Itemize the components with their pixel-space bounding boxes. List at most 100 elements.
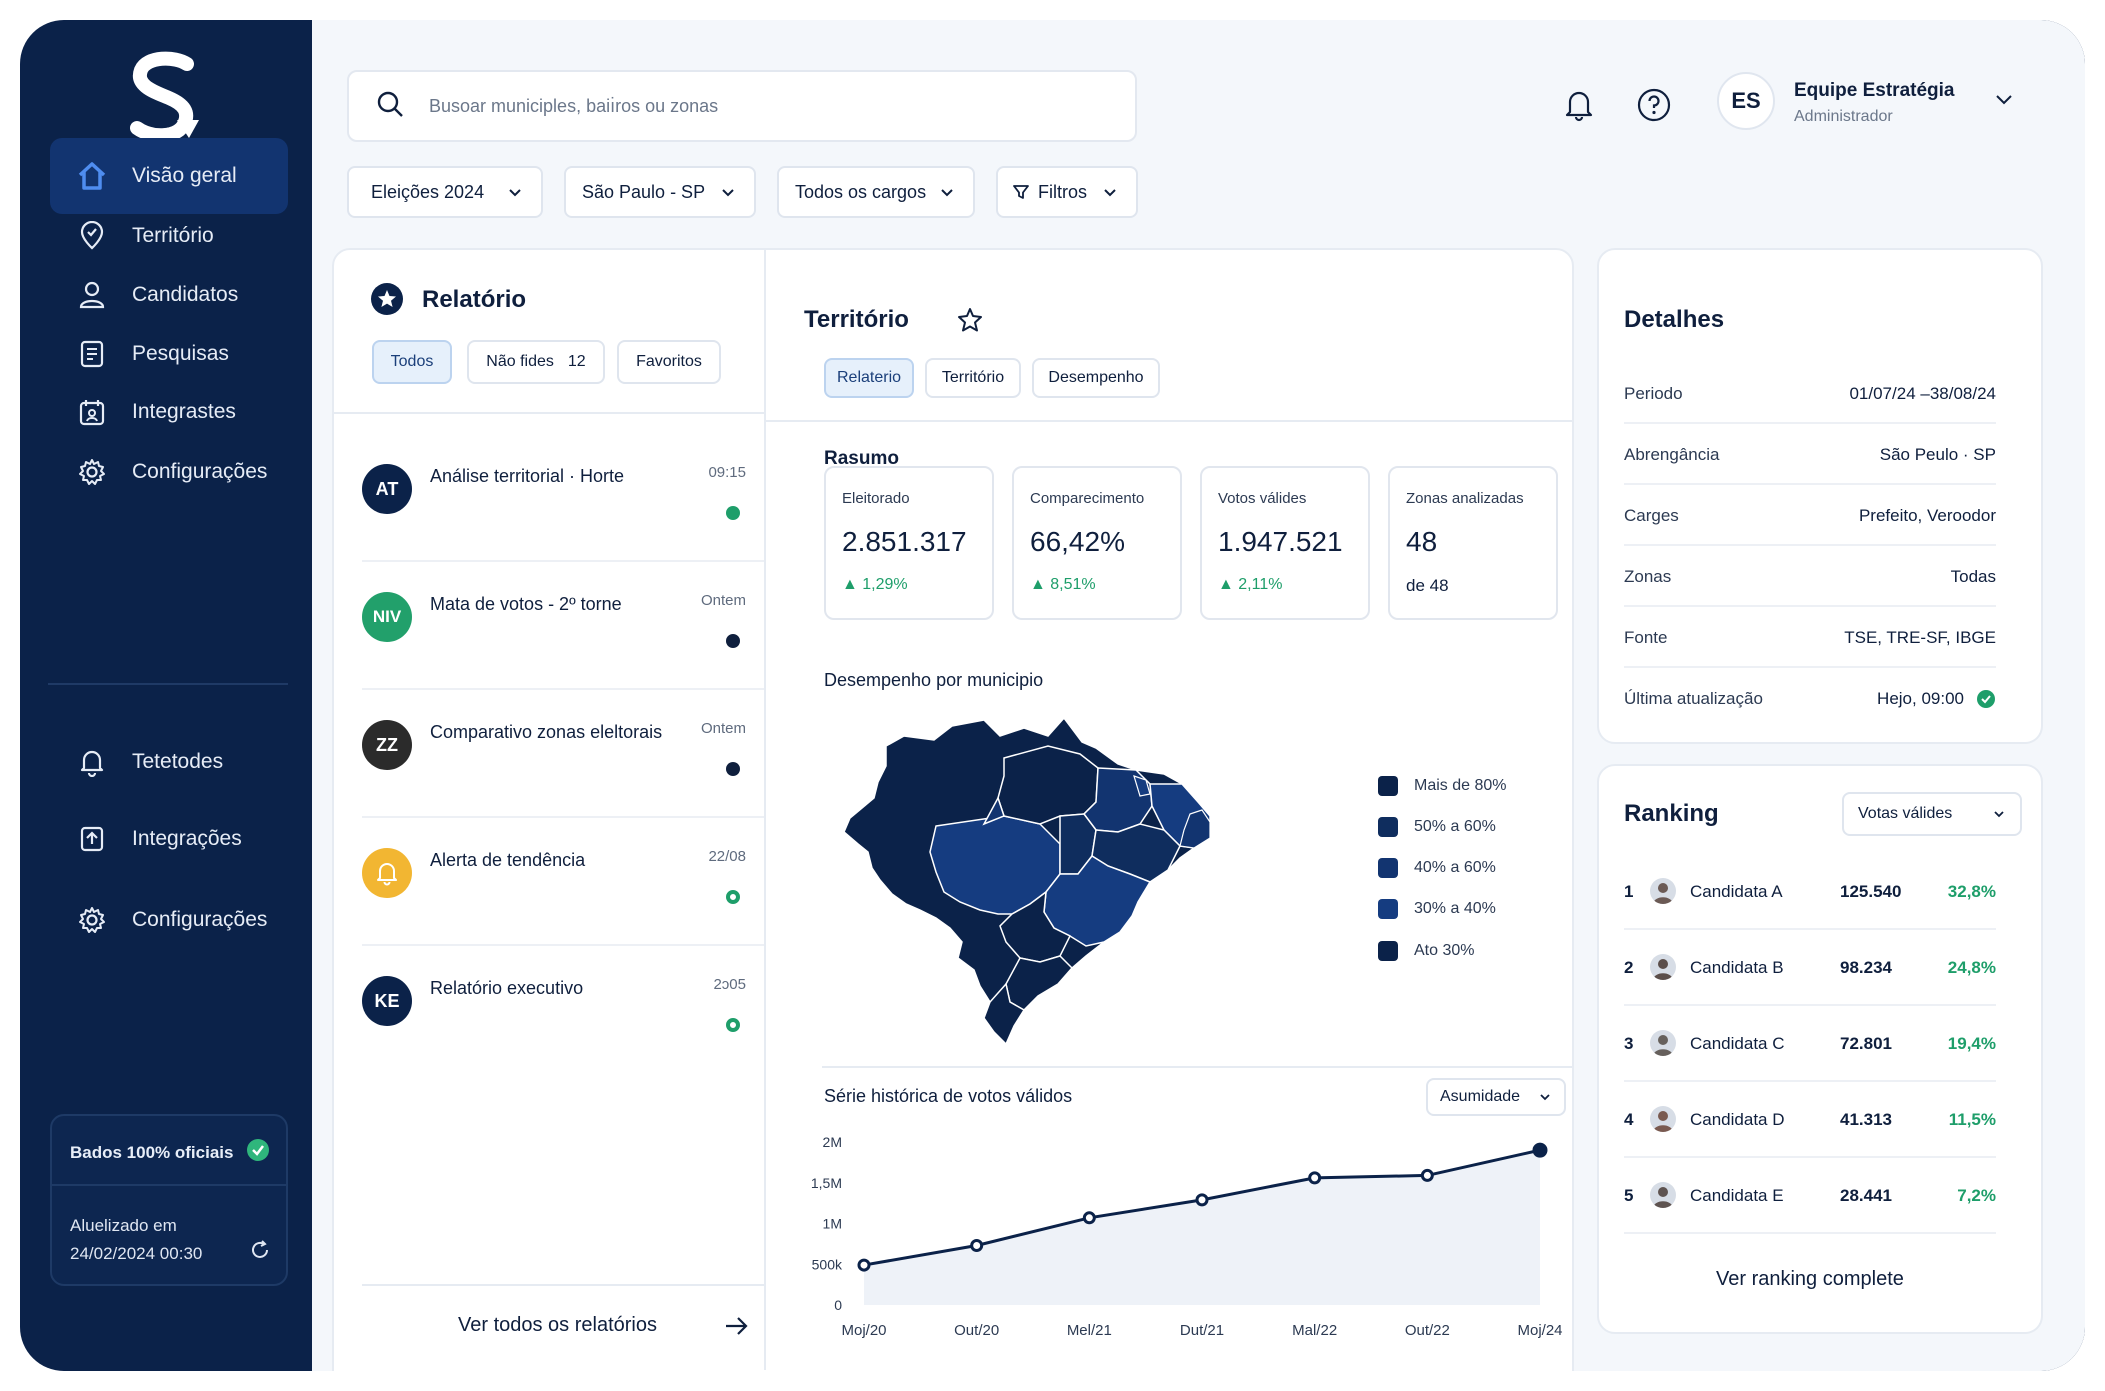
- tab-nao-lidos[interactable]: Não fides 12: [467, 340, 605, 384]
- territory-title: Território: [804, 306, 909, 333]
- data-point[interactable]: [1532, 1142, 1548, 1158]
- tab-desempenho[interactable]: Desempenho: [1032, 358, 1160, 398]
- star-icon[interactable]: [956, 306, 984, 339]
- sidebar-item-label: Integrastes: [132, 400, 236, 423]
- app-logo[interactable]: [125, 50, 205, 150]
- arrow-right-icon[interactable]: [724, 1314, 750, 1343]
- sidebar: Visão geral Território Candidatos Pesqui…: [20, 20, 312, 1371]
- list-item[interactable]: Alerta de tendência 22/08: [362, 818, 764, 946]
- avatar: ZZ: [362, 720, 412, 770]
- refresh-icon[interactable]: [248, 1238, 272, 1267]
- x-tick-label: Out/22: [1405, 1322, 1450, 1339]
- series-metric-select[interactable]: Asumidade: [1426, 1078, 1566, 1116]
- search-icon: [375, 89, 405, 124]
- ranking-row[interactable]: 1 Candidata A 125.540 32,8%: [1624, 856, 1996, 930]
- sidebar-item-territorio[interactable]: Território: [50, 198, 288, 274]
- sidebar-item-integrastes[interactable]: Integrastes: [50, 374, 288, 450]
- data-point[interactable]: [1082, 1211, 1096, 1225]
- sidebar-item-label: Configurações: [132, 460, 268, 483]
- filter-label: Todos os cargos: [795, 181, 927, 202]
- y-tick-label: 1M: [823, 1216, 842, 1232]
- chevron-down-icon[interactable]: [1994, 92, 2014, 111]
- sidebar-item-label: Visão geral: [132, 164, 237, 187]
- report-title: Mata de votos - 2º torne: [430, 594, 622, 614]
- filter-label: São Paulo - SP: [582, 181, 706, 202]
- chevron-down-icon: [1102, 184, 1118, 205]
- data-point[interactable]: [1195, 1193, 1209, 1207]
- bell-icon: [377, 863, 397, 886]
- user-avatar[interactable]: ES: [1717, 72, 1775, 130]
- view-all-reports-link[interactable]: Ver todos os relatórios: [458, 1314, 657, 1336]
- kpi-value: 1.947.521: [1218, 526, 1343, 557]
- user-icon: [74, 277, 110, 313]
- sidebar-divider: [48, 683, 288, 685]
- kpi-sub: de 48: [1406, 576, 1449, 595]
- data-status-card: Bados 100% oficiais Aluelizado em 24/02/…: [50, 1114, 288, 1286]
- search-input[interactable]: [429, 95, 1029, 117]
- candidate-photo: [1650, 1106, 1676, 1132]
- sidebar-item-configuracoes-2[interactable]: Configurações: [50, 882, 288, 958]
- sidebar-item-candidatos[interactable]: Candidatos: [50, 257, 288, 333]
- data-point[interactable]: [857, 1258, 871, 1272]
- filter-election[interactable]: Eleições 2024: [347, 166, 543, 218]
- legend-item: 40% a 60%: [1378, 858, 1496, 878]
- y-tick-label: 2M: [823, 1134, 842, 1150]
- details-title: Detalhes: [1624, 306, 1725, 333]
- sidebar-item-pesquisas[interactable]: Pesquisas: [50, 316, 288, 392]
- sidebar-item-tetetodes[interactable]: Tetetodes: [50, 724, 288, 800]
- list-item[interactable]: KE Relatório executivo 2ɔ05: [362, 946, 764, 1074]
- report-time: 22/08: [708, 848, 746, 865]
- filter-label: Filtros: [1038, 181, 1087, 202]
- chevron-down-icon: [507, 184, 523, 205]
- sidebar-item-integracoes[interactable]: Integrações: [50, 801, 288, 877]
- sidebar-item-configuracoes[interactable]: Configurações: [50, 434, 288, 510]
- kpi-delta: 1,29%: [862, 576, 908, 593]
- map-title: Desempenho por municipio: [824, 670, 1044, 690]
- x-tick-label: Dut/21: [1180, 1322, 1224, 1339]
- view-full-ranking-link[interactable]: Ver ranking complete: [1716, 1268, 1904, 1290]
- data-point[interactable]: [1420, 1168, 1434, 1182]
- bell-icon: [74, 744, 110, 780]
- upload-icon: [74, 821, 110, 857]
- trend-up-icon: ▲: [1218, 576, 1239, 593]
- x-tick-label: Moj/20: [841, 1322, 886, 1339]
- status-dot: [726, 890, 740, 904]
- list-item[interactable]: NIV Mata de votos - 2º torne Ontem: [362, 562, 764, 690]
- kpi-card-eleitorado: Eleitorado 2.851.317 ▲ 1,29%: [824, 466, 994, 620]
- ranking-row[interactable]: 3 Candidata C 72.801 19,4%: [1624, 1008, 1996, 1082]
- candidate-photo: [1650, 1182, 1676, 1208]
- gear-icon: [74, 454, 110, 490]
- ranking-row[interactable]: 5 Candidata E 28.441 7,2%: [1624, 1160, 1996, 1234]
- report-title: Comparativo zonas eleltorais: [430, 722, 663, 742]
- sidebar-item-label: Integrações: [132, 827, 242, 850]
- list-item[interactable]: AT Análise territorial · Horte 09:15: [362, 434, 764, 562]
- sidebar-item-visao-geral[interactable]: Visão geral: [50, 138, 288, 214]
- trend-up-icon: ▲: [1030, 576, 1051, 593]
- updated-label: Aluelizado em: [70, 1216, 177, 1235]
- filter-office[interactable]: Todos os cargos: [777, 166, 975, 218]
- search-bar[interactable]: [347, 70, 1137, 142]
- tab-favoritos[interactable]: Favoritos: [617, 340, 721, 384]
- user-name[interactable]: Equipe Estratégia: [1794, 80, 1955, 101]
- help-icon[interactable]: [1637, 88, 1671, 127]
- ranking-row[interactable]: 4 Candidata D 41.313 11,5%: [1624, 1084, 1996, 1158]
- tab-territorio[interactable]: Território: [925, 358, 1021, 398]
- ranking-row[interactable]: 2 Candidata B 98.234 24,8%: [1624, 932, 1996, 1006]
- list-item[interactable]: ZZ Comparativo zonas eleltorais Ontem: [362, 690, 764, 818]
- filter-more[interactable]: Filtros: [996, 166, 1138, 218]
- data-point[interactable]: [1308, 1171, 1322, 1185]
- detail-row-periodo: Periodo 01/07/24 –38/08/24: [1624, 364, 1996, 424]
- tab-relatorio[interactable]: Relaterio: [824, 358, 914, 398]
- notification-bell-icon[interactable]: [1564, 88, 1594, 127]
- filter-city[interactable]: São Paulo - SP: [564, 166, 756, 218]
- brazil-map[interactable]: [834, 706, 1294, 1054]
- data-point[interactable]: [970, 1239, 984, 1253]
- detail-row-zonas: Zonas Todas: [1624, 547, 1996, 607]
- legend-item: Ato 30%: [1378, 941, 1474, 961]
- ranking-metric-select[interactable]: Votas válides: [1842, 792, 2022, 836]
- report-title: Alerta de tendência: [430, 850, 586, 870]
- sidebar-item-label: Candidatos: [132, 283, 239, 306]
- tab-todos[interactable]: Todos: [372, 340, 452, 384]
- x-tick-label: Mel/21: [1067, 1322, 1112, 1339]
- app-window: Visão geral Território Candidatos Pesqui…: [20, 20, 2085, 1371]
